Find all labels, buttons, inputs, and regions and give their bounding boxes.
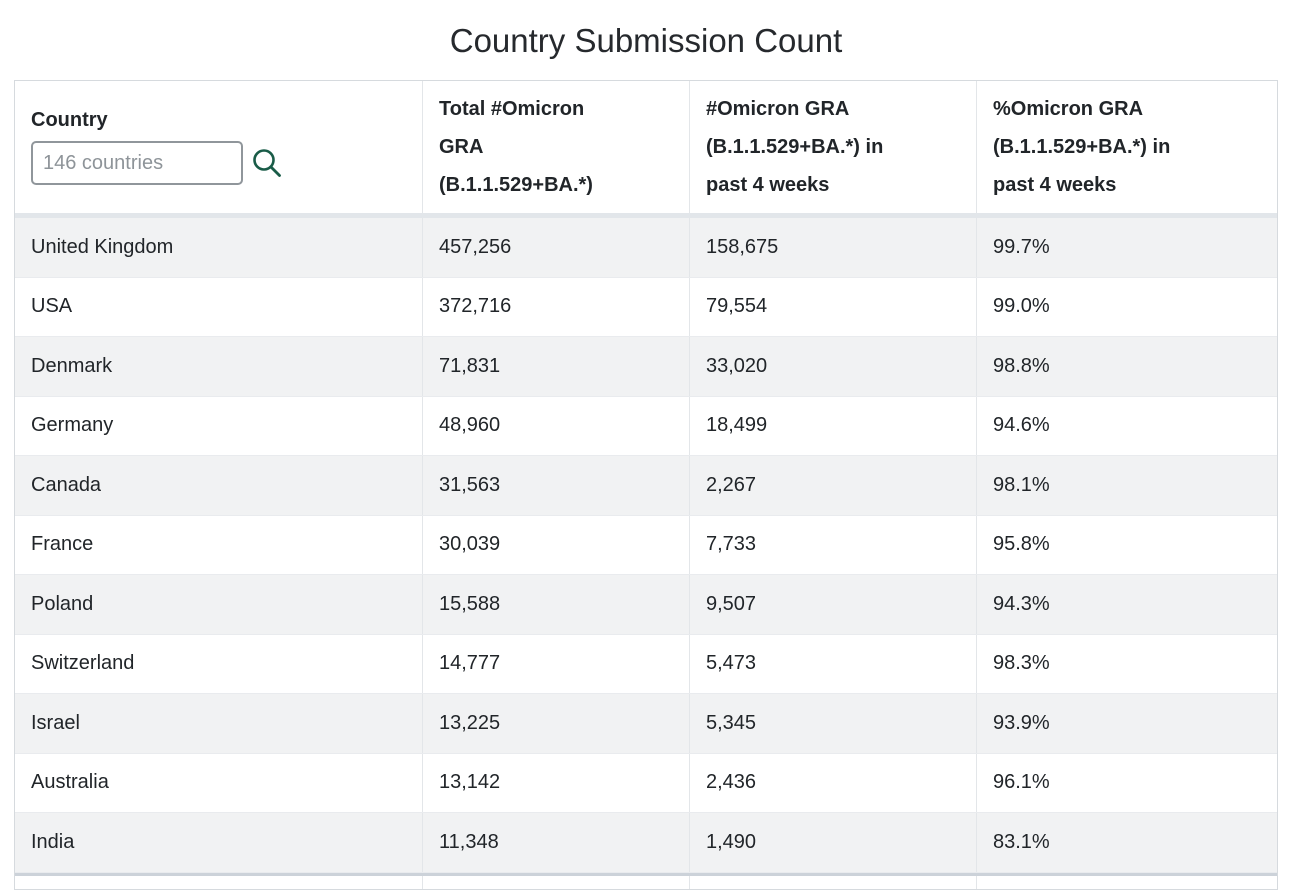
- table-row: USA 372,716 79,554 99.0%: [15, 277, 1277, 337]
- column-header-total: Total #Omicron GRA (B.1.1.529+BA.*): [423, 81, 690, 213]
- cell-total: 14,777: [423, 634, 690, 693]
- cell-past4weeks: 2,267: [690, 456, 977, 515]
- cell-percent: 83.1%: [993, 830, 1050, 853]
- cell-percent: 96.1%: [993, 771, 1050, 794]
- country-submission-table: Country Total #Omicron GRA (B.1.1.529+BA…: [14, 80, 1278, 890]
- cell-past4weeks: 5,473: [690, 634, 977, 693]
- cell-percent: 93.9%: [993, 711, 1050, 734]
- partial-cell: [977, 876, 1277, 890]
- table-row: Poland 15,588 9,507 94.3%: [15, 575, 1277, 635]
- table-header: Country Total #Omicron GRA (B.1.1.529+BA…: [15, 81, 1277, 218]
- table-row: France 30,039 7,733 95.8%: [15, 515, 1277, 575]
- cell-total: 13,225: [423, 694, 690, 753]
- country-search: [31, 141, 406, 185]
- column-header-past4weeks: #Omicron GRA (B.1.1.529+BA.*) in past 4 …: [690, 81, 977, 213]
- cell-total: 372,716: [423, 277, 690, 336]
- cell-country: Switzerland: [15, 634, 423, 693]
- cell-percent: 95.8%: [993, 533, 1050, 556]
- cell-country: Poland: [15, 575, 423, 634]
- cell-country: Canada: [15, 456, 423, 515]
- column-header-country: Country: [15, 81, 423, 213]
- page-title: Country Submission Count: [449, 22, 843, 59]
- cell-country: Germany: [15, 396, 423, 455]
- cell-past4weeks: 9,507: [690, 575, 977, 634]
- partial-cell: [690, 875, 977, 889]
- cell-past4weeks: 1,490: [690, 813, 977, 872]
- cell-percent: 94.3%: [993, 592, 1050, 615]
- table-row: Germany 48,960 18,499 94.6%: [15, 396, 1277, 456]
- cell-total: 48,960: [423, 396, 690, 455]
- cell-percent: 98.1%: [993, 473, 1050, 496]
- cell-total: 457,256: [423, 218, 690, 277]
- partial-cell: [423, 875, 690, 889]
- cell-past4weeks: 2,436: [690, 753, 977, 812]
- cell-past4weeks: 79,554: [690, 277, 977, 336]
- cell-total: 11,348: [423, 813, 690, 872]
- column-header-percent: %Omicron GRA (B.1.1.529+BA.*) in past 4 …: [993, 98, 1171, 196]
- cell-country: France: [15, 515, 423, 574]
- column-header-country-label: Country: [31, 109, 108, 131]
- table-row: India 11,348 1,490 83.1%: [15, 813, 1277, 873]
- cell-total: 30,039: [423, 515, 690, 574]
- cell-total: 71,831: [423, 337, 690, 396]
- cell-percent: 94.6%: [993, 414, 1050, 437]
- cell-total: 31,563: [423, 456, 690, 515]
- table-row: Israel 13,225 5,345 93.9%: [15, 694, 1277, 754]
- table-row: United Kingdom 457,256 158,675 99.7%: [15, 218, 1277, 278]
- cell-percent: 98.3%: [993, 652, 1050, 675]
- cell-country: Israel: [15, 694, 423, 753]
- cell-total: 15,588: [423, 575, 690, 634]
- table-row: Denmark 71,831 33,020 98.8%: [15, 337, 1277, 397]
- cell-country: USA: [15, 277, 423, 336]
- cell-country: United Kingdom: [15, 218, 423, 277]
- cell-country: Denmark: [15, 337, 423, 396]
- partial-next-row: [15, 872, 1277, 890]
- partial-cell: [15, 875, 423, 889]
- country-search-input[interactable]: [31, 141, 243, 185]
- cell-past4weeks: 5,345: [690, 694, 977, 753]
- table-row: Switzerland 14,777 5,473 98.3%: [15, 634, 1277, 694]
- table-body: United Kingdom 457,256 158,675 99.7% USA…: [15, 218, 1277, 873]
- cell-total: 13,142: [423, 753, 690, 812]
- table-row: Canada 31,563 2,267 98.1%: [15, 456, 1277, 516]
- search-icon[interactable]: [250, 146, 284, 180]
- cell-country: Australia: [15, 753, 423, 812]
- cell-past4weeks: 7,733: [690, 515, 977, 574]
- cell-past4weeks: 18,499: [690, 396, 977, 455]
- table-row: Australia 13,142 2,436 96.1%: [15, 753, 1277, 813]
- cell-past4weeks: 33,020: [690, 337, 977, 396]
- cell-percent: 98.8%: [993, 354, 1050, 377]
- cell-country: India: [15, 813, 423, 872]
- cell-percent: 99.0%: [993, 295, 1050, 318]
- cell-past4weeks: 158,675: [690, 218, 977, 277]
- cell-percent: 99.7%: [993, 235, 1050, 258]
